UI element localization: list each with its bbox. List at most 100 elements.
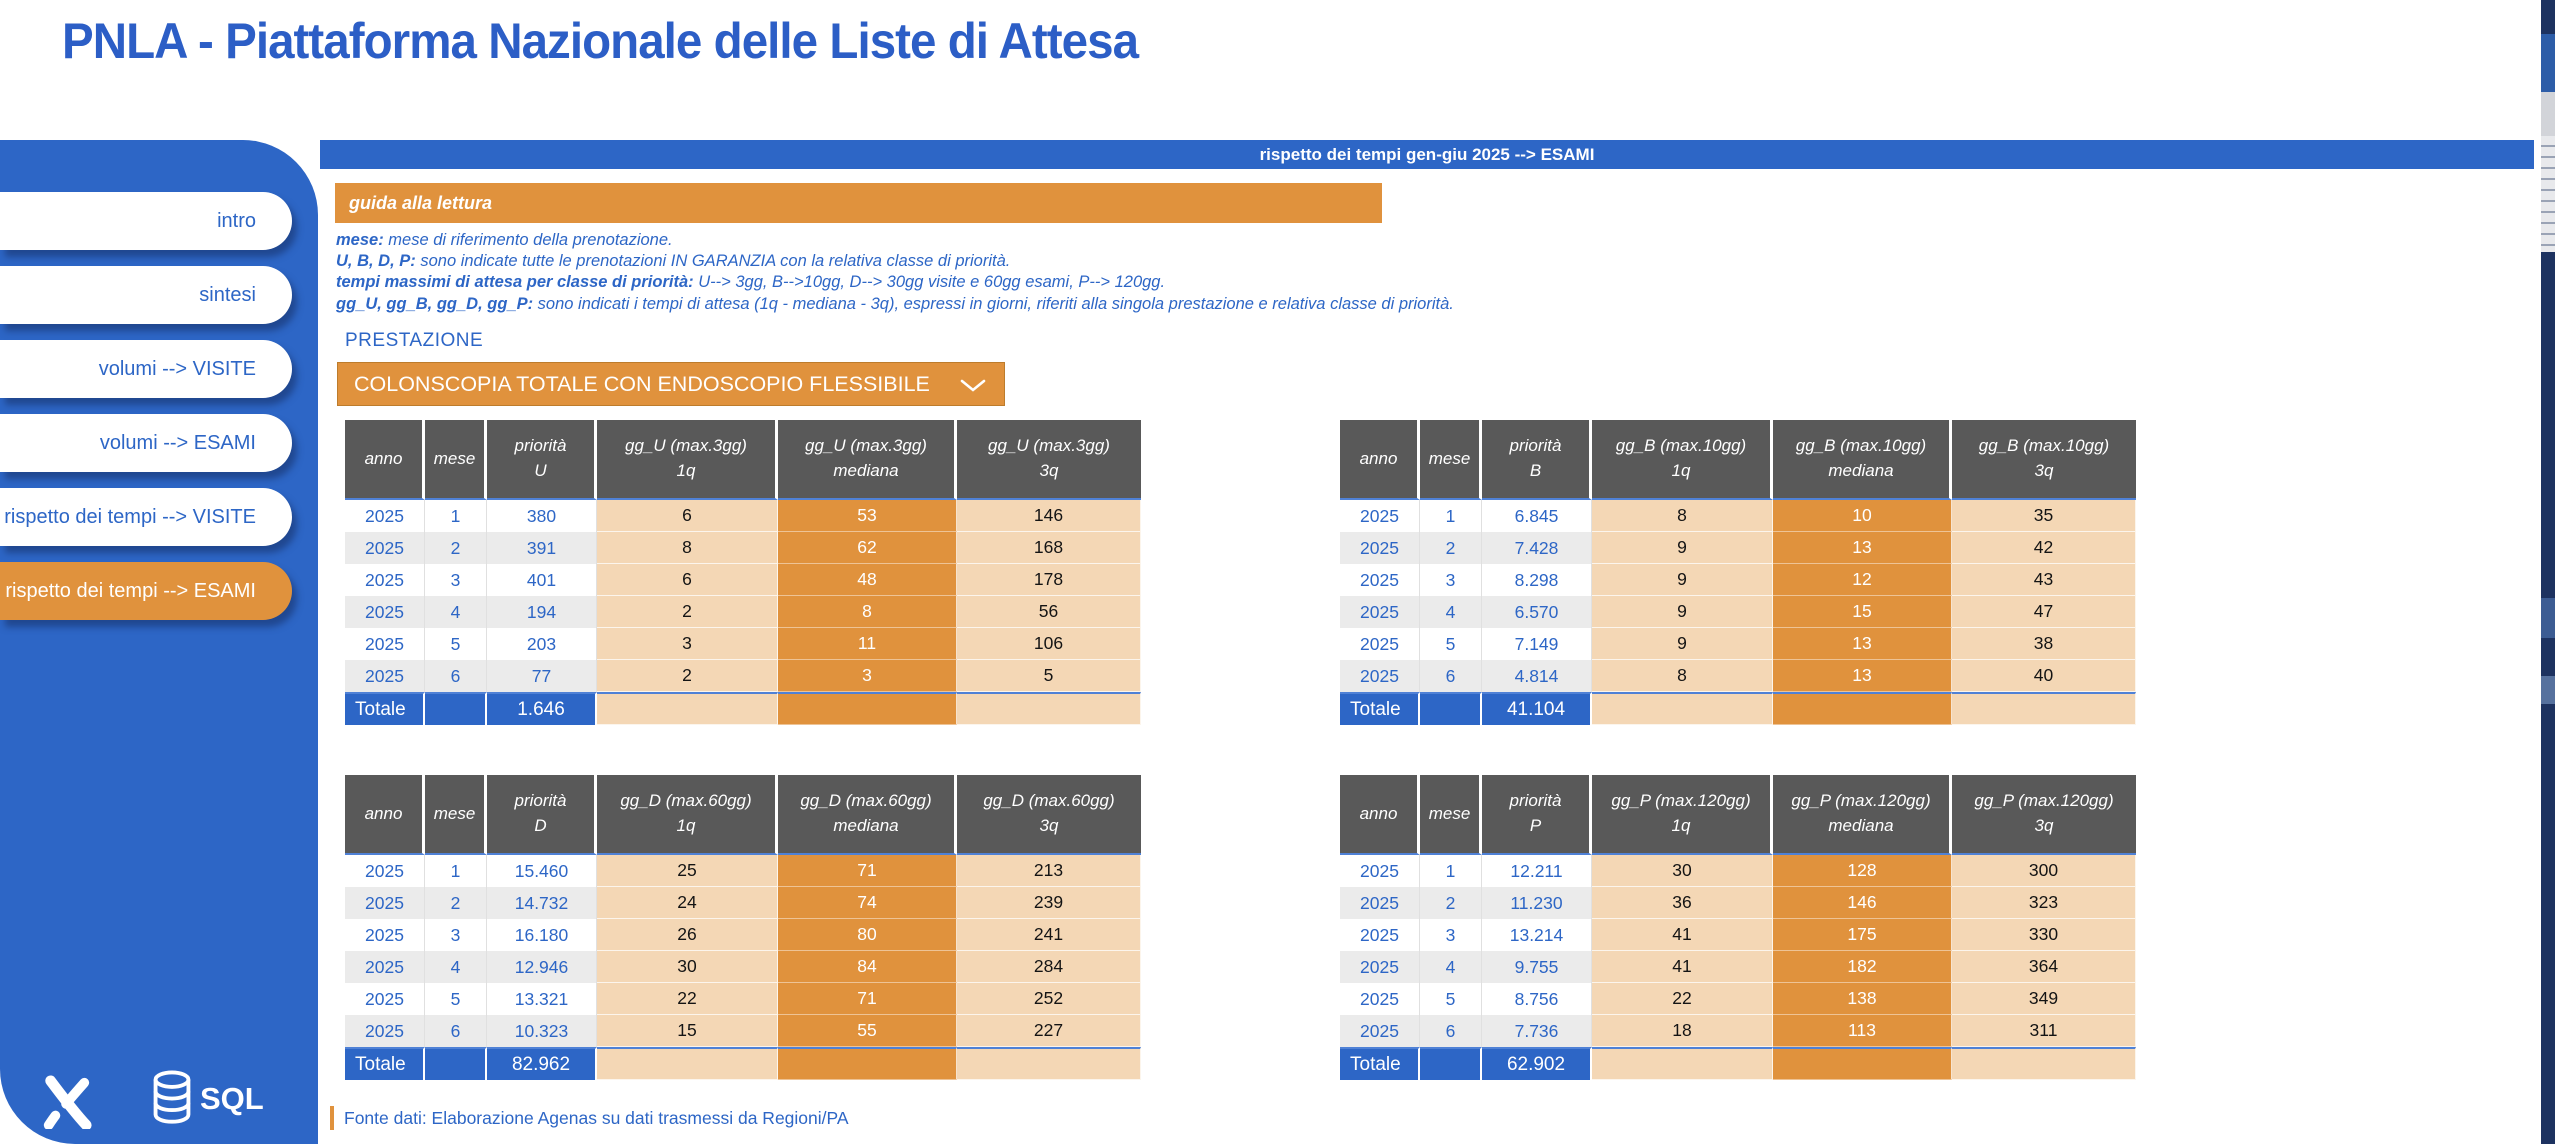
- sidebar-item-rispetto-dei-tempi-visite[interactable]: rispetto dei tempi --> VISITE: [0, 488, 292, 546]
- table-cell: 22: [597, 983, 778, 1015]
- column-header: gg_U (max.3gg) mediana: [778, 420, 957, 500]
- table-row: 2025 6 10.323 15 55 227: [345, 1015, 1141, 1047]
- table-cell: 40: [1952, 660, 2136, 692]
- table-cell: 12: [1773, 564, 1952, 596]
- table-cell: 7.428: [1482, 532, 1592, 564]
- totale-cell: [1420, 1047, 1482, 1080]
- table-cell: 2025: [345, 660, 425, 692]
- table-row: 2025 5 203 3 11 106: [345, 628, 1141, 660]
- table-cell: 2025: [1340, 951, 1420, 983]
- brand-x-logo: [43, 1075, 92, 1129]
- table-cell: 311: [1952, 1015, 2136, 1047]
- column-header: gg_B (max.10gg) 3q: [1952, 420, 2136, 500]
- table-cell: 239: [957, 887, 1141, 919]
- guide-line: gg_U, gg_B, gg_D, gg_P: sono indicati i …: [336, 294, 1454, 313]
- table-cell: 1: [425, 500, 487, 532]
- table-cell: 8: [597, 532, 778, 564]
- table-cell: 323: [1952, 887, 2136, 919]
- table-cell: 18: [1592, 1015, 1773, 1047]
- column-header: mese: [1420, 775, 1482, 855]
- sidebar: intro sintesi volumi --> VISITE volumi --> …: [0, 140, 318, 1144]
- column-header: priorità D: [487, 775, 597, 855]
- totale-cell: [425, 692, 487, 725]
- table-cell: 138: [1773, 983, 1952, 1015]
- table-row: 2025 3 16.180 26 80 241: [345, 919, 1141, 951]
- table-cell: 401: [487, 564, 597, 596]
- sidebar-item-intro[interactable]: intro: [0, 192, 292, 250]
- table-cell: 84: [778, 951, 957, 983]
- table-cell: 7.736: [1482, 1015, 1592, 1047]
- table-cell: 175: [1773, 919, 1952, 951]
- table-cell: 2025: [345, 500, 425, 532]
- adjacent-page-preview: [2541, 0, 2555, 1144]
- table-cell: 2025: [345, 564, 425, 596]
- table-cell: 391: [487, 532, 597, 564]
- table-cell: 7.149: [1482, 628, 1592, 660]
- totale-cell: [597, 692, 778, 725]
- table-cell: 1: [425, 855, 487, 887]
- table-cell: 2: [425, 887, 487, 919]
- table-cell: 227: [957, 1015, 1141, 1047]
- table-cell: 71: [778, 983, 957, 1015]
- table-cell: 9: [1592, 532, 1773, 564]
- table-cell: 128: [1773, 855, 1952, 887]
- sidebar-item-sintesi[interactable]: sintesi: [0, 266, 292, 324]
- table-cell: 182: [1773, 951, 1952, 983]
- table-row: 2025 2 391 8 62 168: [345, 532, 1141, 564]
- table-cell: 11: [778, 628, 957, 660]
- column-header: gg_D (max.60gg) mediana: [778, 775, 957, 855]
- table-cell: 4: [1420, 951, 1482, 983]
- table-cell: 203: [487, 628, 597, 660]
- guide-lines: mese: mese di riferimento della prenotaz…: [336, 230, 1454, 315]
- table-cell: 30: [597, 951, 778, 983]
- table-cell: 1: [1420, 500, 1482, 532]
- table-cell: 146: [957, 500, 1141, 532]
- table-cell: 9: [1592, 564, 1773, 596]
- table-row: 2025 4 6.570 9 15 47: [1340, 596, 2136, 628]
- table-row: 2025 5 7.149 9 13 38: [1340, 628, 2136, 660]
- table-cell: 8.756: [1482, 983, 1592, 1015]
- table-cell: 364: [1952, 951, 2136, 983]
- preview-fragment: [2541, 136, 2555, 252]
- totale-cell: [597, 1047, 778, 1080]
- totale-cell: [957, 692, 1141, 725]
- table-cell: 15: [1773, 596, 1952, 628]
- totale-cell: [1952, 1047, 2136, 1080]
- prestazione-dropdown[interactable]: COLONSCOPIA TOTALE CON ENDOSCOPIO FLESSI…: [337, 362, 1005, 406]
- table-cell: 2025: [345, 983, 425, 1015]
- table-cell: 62: [778, 532, 957, 564]
- table-cell: 5: [1420, 628, 1482, 660]
- table-cell: 10: [1773, 500, 1952, 532]
- totale-cell: Totale: [1340, 1047, 1420, 1080]
- table-row: 2025 1 6.845 8 10 35: [1340, 500, 2136, 532]
- table-cell: 2025: [345, 919, 425, 951]
- sidebar-item-volumi-esami[interactable]: volumi --> ESAMI: [0, 414, 292, 472]
- table-cell: 2025: [1340, 564, 1420, 596]
- table-cell: 2025: [1340, 500, 1420, 532]
- sidebar-item-rispetto-dei-tempi-esami[interactable]: rispetto dei tempi --> ESAMI: [0, 562, 292, 620]
- table-cell: 38: [1952, 628, 2136, 660]
- table-cell: 241: [957, 919, 1141, 951]
- table-cell: 380: [487, 500, 597, 532]
- table-cell: 25: [597, 855, 778, 887]
- table-cell: 284: [957, 951, 1141, 983]
- table-cell: 9: [1592, 596, 1773, 628]
- page-header-bar: rispetto dei tempi gen-giu 2025 --> ESAM…: [320, 140, 2534, 169]
- table-cell: 213: [957, 855, 1141, 887]
- table-cell: 2025: [345, 855, 425, 887]
- table-cell: 6: [425, 660, 487, 692]
- table-cell: 2: [1420, 532, 1482, 564]
- column-header: anno: [1340, 420, 1420, 500]
- totale-row: Totale 62.902: [1340, 1047, 2136, 1080]
- sidebar-item-volumi-visite[interactable]: volumi --> VISITE: [0, 340, 292, 398]
- table-row: 2025 3 13.214 41 175 330: [1340, 919, 2136, 951]
- totale-cell: [778, 1047, 957, 1080]
- totale-cell: [1592, 692, 1773, 725]
- column-header: mese: [1420, 420, 1482, 500]
- table-cell: 3: [425, 919, 487, 951]
- table-row: 2025 2 11.230 36 146 323: [1340, 887, 2136, 919]
- table-cell: 80: [778, 919, 957, 951]
